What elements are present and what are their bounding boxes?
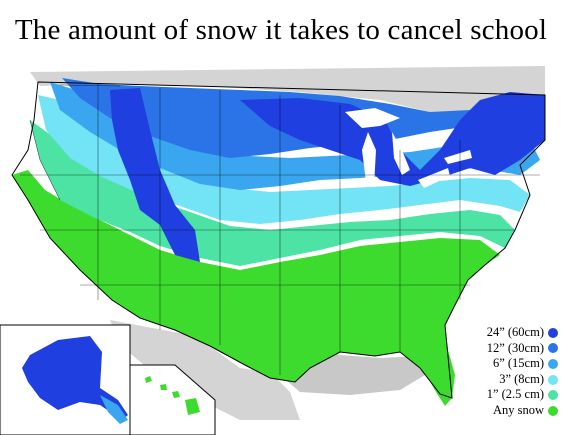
map-title: The amount of snow it takes to cancel sc… xyxy=(14,14,548,46)
legend-swatch xyxy=(548,405,558,416)
legend-swatch xyxy=(548,343,558,354)
region-1-inch xyxy=(30,120,515,266)
legend-label: 12” (30cm) xyxy=(486,340,544,355)
region-florida xyxy=(420,368,452,406)
alaska-panhandle xyxy=(100,395,128,424)
legend-swatch xyxy=(548,358,558,369)
state-borders xyxy=(20,84,540,375)
legend-item-24-inch: 24” (60cm) xyxy=(462,325,558,341)
legend-label: 1” (2.5 cm) xyxy=(486,387,544,402)
legend-label: 3” (8cm) xyxy=(499,371,544,386)
mexico-land xyxy=(110,320,300,420)
alaska-landmass xyxy=(22,336,128,420)
region-any-snow xyxy=(12,170,500,398)
hawaii-inset-frame xyxy=(129,364,216,435)
region-24-inch-great-lakes xyxy=(240,92,545,186)
legend-swatch xyxy=(548,374,558,385)
legend-label: 24” (60cm) xyxy=(486,325,544,339)
map-legend: 24” (60cm) 12” (30cm) 6” (15cm) 3” (8cm)… xyxy=(462,325,558,419)
legend-item-any-snow: Any snow xyxy=(462,403,558,419)
legend-item-1-inch: 1” (2.5 cm) xyxy=(462,387,558,403)
legend-item-3-inch: 3” (8cm) xyxy=(462,372,558,388)
legend-label: Any snow xyxy=(492,402,544,417)
legend-label: 6” (15cm) xyxy=(492,356,544,371)
legend-item-12-inch: 12” (30cm) xyxy=(462,341,558,357)
legend-swatch xyxy=(548,327,558,338)
usa-outline xyxy=(11,81,546,399)
legend-item-6-inch: 6” (15cm) xyxy=(462,356,558,372)
hawaii-islands xyxy=(145,376,200,415)
canada-land xyxy=(30,66,545,120)
region-6-inch xyxy=(50,82,540,190)
legend-swatch xyxy=(548,390,558,401)
great-lakes-water xyxy=(345,108,472,188)
